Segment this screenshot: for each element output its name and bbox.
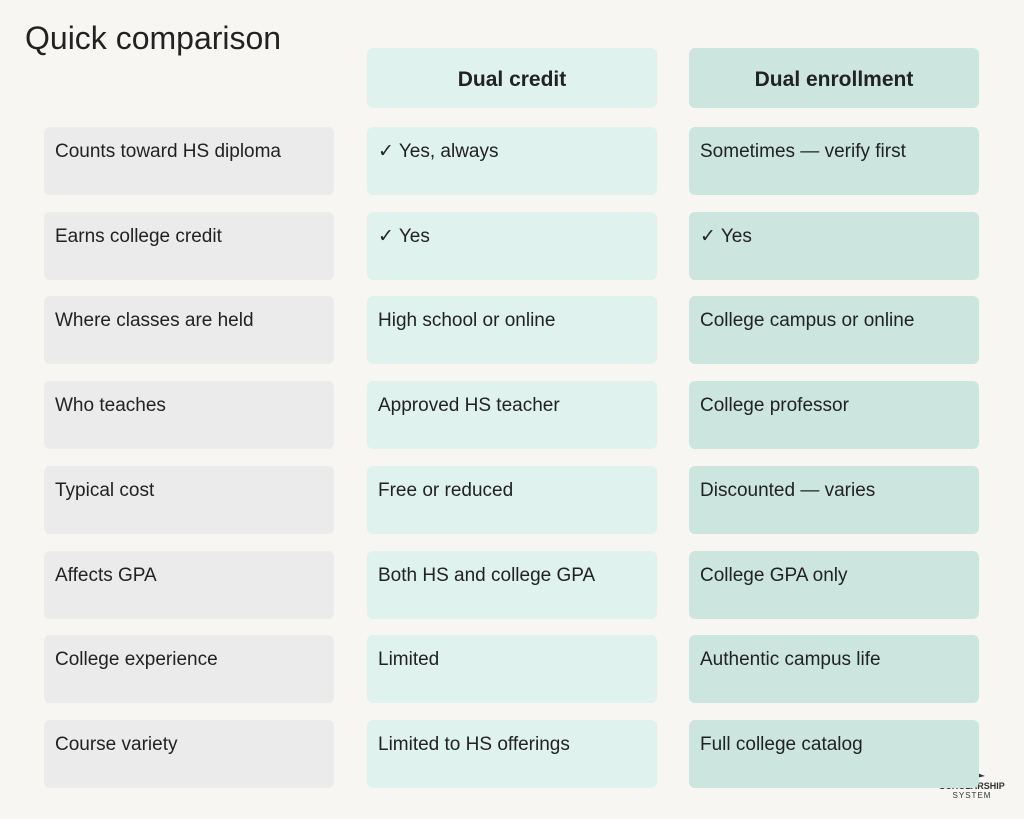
table-cell: Sometimes — verify first	[689, 127, 979, 195]
table-cell: College campus or online	[689, 296, 979, 365]
table-cell: College GPA only	[689, 550, 979, 619]
table-cell: High school or online	[367, 296, 657, 365]
table-cell: ✓ Yes	[689, 211, 979, 280]
table-cell: Both HS and college GPA	[367, 550, 657, 619]
row-label: Who teaches	[44, 381, 334, 450]
table-cell: ✓ Yes, always	[367, 127, 657, 195]
row-label: Affects GPA	[44, 550, 334, 619]
table-cell: Limited to HS offerings	[367, 719, 657, 788]
logo-text: SYSTEM	[952, 790, 992, 800]
table-cell: College professor	[689, 381, 979, 450]
page-title: Quick comparison	[25, 20, 282, 56]
table-cell: Authentic campus life	[689, 635, 979, 704]
row-label: Earns college credit	[44, 211, 334, 280]
table-cell: Full college catalog	[689, 719, 979, 788]
table-cell: Approved HS teacher	[367, 381, 657, 450]
column-header: Dual credit	[367, 48, 657, 108]
row-label: Counts toward HS diploma	[44, 127, 334, 195]
column-header: Dual enrollment	[689, 48, 979, 108]
table-cell: Free or reduced	[367, 465, 657, 534]
table-cell: Limited	[367, 635, 657, 704]
row-label: Course variety	[44, 719, 334, 788]
row-label: College experience	[44, 635, 334, 704]
table-cell: Discounted — varies	[689, 465, 979, 534]
row-label: Where classes are held	[44, 296, 334, 365]
row-label: Typical cost	[44, 465, 334, 534]
table-cell: ✓ Yes	[367, 211, 657, 280]
